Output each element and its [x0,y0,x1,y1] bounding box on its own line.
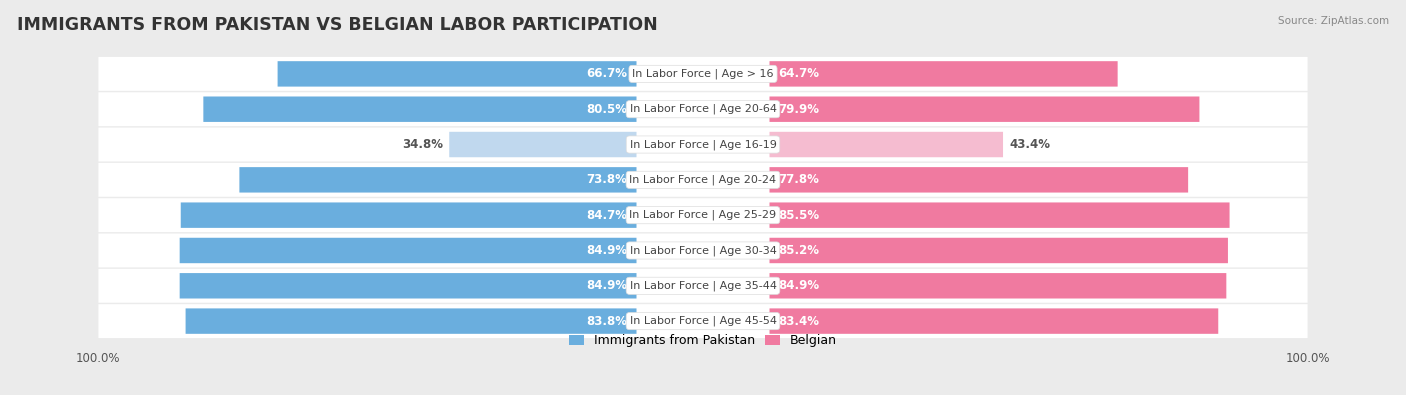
Text: 84.9%: 84.9% [586,279,627,292]
FancyBboxPatch shape [98,92,1308,126]
FancyBboxPatch shape [277,61,637,87]
Text: In Labor Force | Age 20-64: In Labor Force | Age 20-64 [630,104,776,115]
FancyBboxPatch shape [98,304,1308,338]
Text: 64.7%: 64.7% [779,68,820,81]
Text: IMMIGRANTS FROM PAKISTAN VS BELGIAN LABOR PARTICIPATION: IMMIGRANTS FROM PAKISTAN VS BELGIAN LABO… [17,16,658,34]
FancyBboxPatch shape [450,132,637,157]
FancyBboxPatch shape [769,273,1226,299]
Text: 73.8%: 73.8% [586,173,627,186]
FancyBboxPatch shape [769,132,1002,157]
Text: 85.2%: 85.2% [779,244,820,257]
Text: In Labor Force | Age 16-19: In Labor Force | Age 16-19 [630,139,776,150]
Text: 34.8%: 34.8% [402,138,443,151]
FancyBboxPatch shape [204,96,637,122]
FancyBboxPatch shape [98,233,1308,267]
Text: Source: ZipAtlas.com: Source: ZipAtlas.com [1278,16,1389,26]
FancyBboxPatch shape [769,167,1188,192]
FancyBboxPatch shape [98,269,1308,303]
FancyBboxPatch shape [769,203,1230,228]
FancyBboxPatch shape [186,308,637,334]
Text: In Labor Force | Age 45-54: In Labor Force | Age 45-54 [630,316,776,326]
FancyBboxPatch shape [181,203,637,228]
Text: In Labor Force | Age 30-34: In Labor Force | Age 30-34 [630,245,776,256]
FancyBboxPatch shape [98,198,1308,232]
FancyBboxPatch shape [769,308,1218,334]
FancyBboxPatch shape [769,96,1199,122]
Text: 66.7%: 66.7% [586,68,627,81]
Text: 43.4%: 43.4% [1010,138,1050,151]
FancyBboxPatch shape [98,163,1308,197]
Text: 84.7%: 84.7% [586,209,627,222]
FancyBboxPatch shape [180,273,637,299]
Text: 85.5%: 85.5% [779,209,820,222]
Text: 83.4%: 83.4% [779,314,820,327]
Text: 79.9%: 79.9% [779,103,820,116]
FancyBboxPatch shape [239,167,637,192]
FancyBboxPatch shape [769,238,1227,263]
Text: In Labor Force | Age 35-44: In Labor Force | Age 35-44 [630,280,776,291]
Text: 84.9%: 84.9% [779,279,820,292]
FancyBboxPatch shape [769,61,1118,87]
Text: 77.8%: 77.8% [779,173,820,186]
Text: In Labor Force | Age > 16: In Labor Force | Age > 16 [633,69,773,79]
Text: 80.5%: 80.5% [586,103,627,116]
Text: In Labor Force | Age 20-24: In Labor Force | Age 20-24 [630,175,776,185]
Text: 84.9%: 84.9% [586,244,627,257]
FancyBboxPatch shape [180,238,637,263]
Legend: Immigrants from Pakistan, Belgian: Immigrants from Pakistan, Belgian [569,334,837,347]
Text: 83.8%: 83.8% [586,314,627,327]
Text: In Labor Force | Age 25-29: In Labor Force | Age 25-29 [630,210,776,220]
FancyBboxPatch shape [98,128,1308,162]
FancyBboxPatch shape [98,57,1308,91]
